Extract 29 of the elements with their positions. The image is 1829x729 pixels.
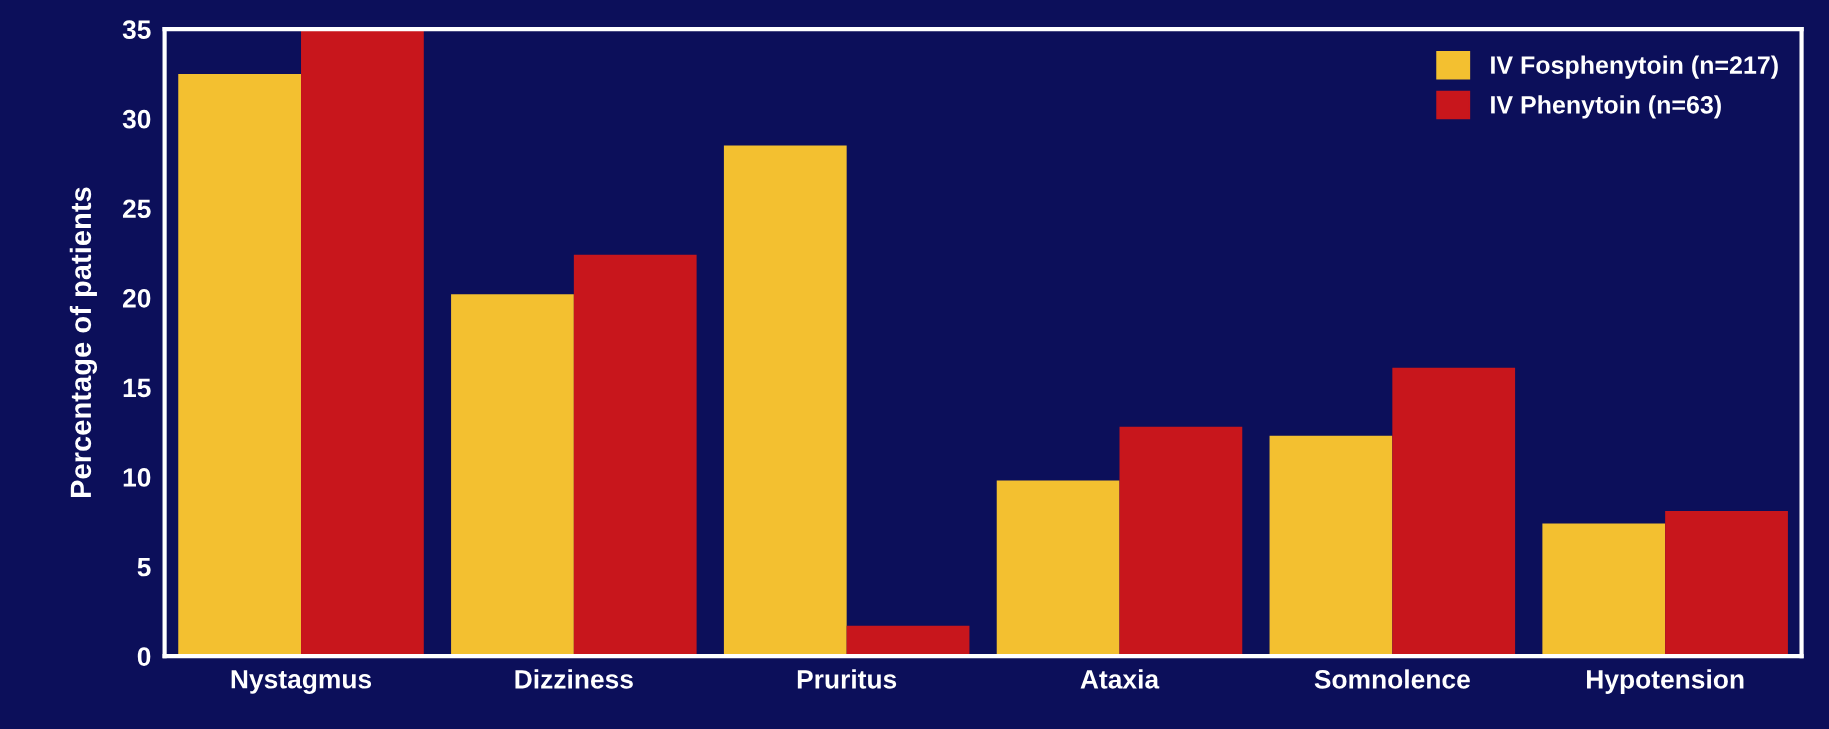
y-tick-label: 35 (122, 20, 151, 40)
bar (1392, 367, 1516, 657)
x-tick-label: Pruritus (797, 669, 897, 689)
bar (1542, 523, 1666, 657)
bar (1119, 426, 1243, 657)
legend-label: IV Fosphenytoin (n=217) (1491, 55, 1778, 79)
bar (996, 480, 1120, 657)
bar (573, 254, 697, 657)
y-tick-label: 20 (122, 288, 151, 308)
y-tick-label: 25 (122, 199, 151, 219)
bar (178, 73, 302, 657)
bar (1665, 511, 1788, 657)
y-tick-label: 10 (123, 468, 151, 487)
bar (846, 625, 970, 657)
x-tick-label: Somnolence (1314, 669, 1470, 689)
y-tick-label: 0 (137, 647, 151, 666)
bar (301, 29, 424, 657)
x-tick-label: Ataxia (1080, 669, 1160, 689)
bar (1269, 435, 1393, 657)
bar (723, 145, 847, 657)
bar (451, 294, 574, 657)
legend-label: IV Phenytoin (n=63) (1491, 95, 1721, 119)
y-axis-title: Percentage of patients (69, 187, 98, 498)
y-tick-label: 5 (137, 557, 151, 577)
y-tick-label: 30 (122, 109, 151, 129)
y-tick-label: 15 (123, 378, 151, 398)
x-tick-label: Hypotension (1587, 669, 1744, 694)
x-tick-label: Nystagmus (231, 670, 372, 694)
x-tick-label: Dizziness (515, 669, 633, 689)
